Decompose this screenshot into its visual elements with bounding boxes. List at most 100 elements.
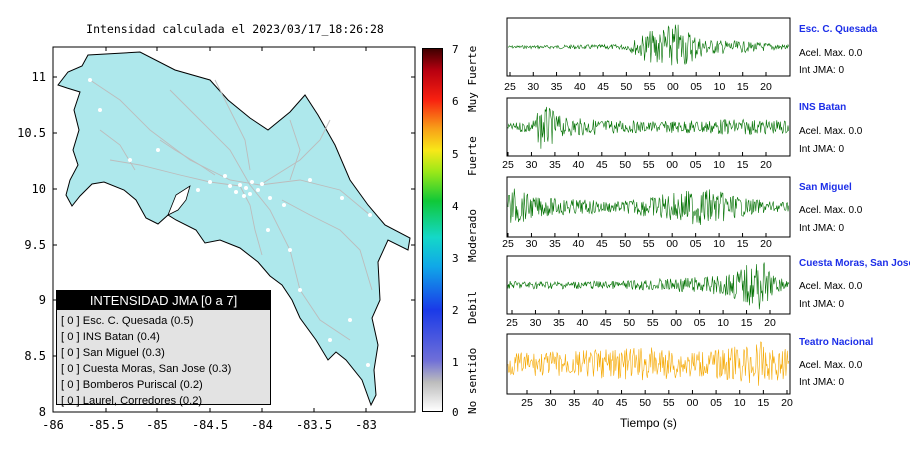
time-tick-label: 30 (526, 238, 538, 250)
map-xtick: -86 (42, 418, 64, 432)
time-tick-label: 50 (621, 81, 633, 93)
time-tick-label: 00 (666, 159, 678, 171)
colorbar-tick: 7 (452, 43, 459, 56)
station-name: INS Batan (799, 102, 847, 113)
time-tick-label: 10 (717, 317, 729, 329)
station-accel: Acel. Max. 0.0 (799, 126, 863, 137)
legend-row: [ 0 ] INS Batan (0.4) (61, 331, 160, 343)
time-tick-label: 10 (714, 81, 726, 93)
time-tick-label: 20 (764, 317, 776, 329)
time-tick-label: 30 (530, 317, 542, 329)
time-tick-label: 50 (619, 159, 631, 171)
colorbar-tick: 1 (452, 356, 459, 369)
time-tick-label: 00 (670, 317, 682, 329)
station-accel: Acel. Max. 0.0 (799, 48, 863, 59)
map-ytick: 9.5 (24, 238, 46, 252)
time-tick-label: 30 (526, 159, 538, 171)
time-tick-label: 25 (504, 81, 516, 93)
map-xtick: -85.5 (87, 418, 125, 432)
map-xtick: -84 (251, 418, 273, 432)
waveform-trace (507, 106, 789, 149)
time-tick-label: 10 (734, 397, 746, 409)
legend-row: [ 0 ] Esc. C. Quesada (0.5) (61, 315, 194, 327)
station-intensity: Int JMA: 0 (799, 377, 845, 388)
intensity-legend: INTENSIDAD JMA [0 a 7] [ 0 ] Esc. C. Que… (56, 290, 271, 407)
time-tick-label: 20 (781, 397, 793, 409)
station-dots (88, 78, 372, 367)
legend-row: [ 0 ] Cuesta Moras, San Jose (0.3) (61, 363, 232, 375)
time-tick-label: 35 (551, 81, 563, 93)
time-tick-label: 05 (710, 397, 722, 409)
map-xtick: -84.5 (191, 418, 229, 432)
map-ytick: 8 (38, 405, 46, 419)
station-intensity: Int JMA: 0 (799, 223, 845, 234)
waveform-trace (507, 188, 789, 226)
time-tick-label: 00 (666, 238, 678, 250)
waveform-frame (506, 176, 791, 238)
station-accel: Acel. Max. 0.0 (799, 205, 863, 216)
time-tick-label: 50 (619, 238, 631, 250)
time-tick-label: 10 (713, 238, 725, 250)
time-tick-label: 05 (690, 81, 702, 93)
time-tick-label: 40 (577, 317, 589, 329)
intensity-colorbar (422, 48, 443, 412)
map-xtick: -83.5 (295, 418, 333, 432)
time-tick-label: 15 (737, 81, 749, 93)
station-name: Teatro Nacional (799, 337, 874, 348)
time-tick-label: 45 (597, 81, 609, 93)
map-ytick: 10 (31, 182, 46, 196)
time-tick-label: 25 (502, 159, 514, 171)
time-tick-label: 55 (643, 238, 655, 250)
time-tick-label: 20 (760, 159, 772, 171)
time-axis-title: Tiempo (s) (620, 416, 677, 430)
station-intensity: Int JMA: 0 (799, 144, 845, 155)
map-xtick: -83 (355, 418, 377, 432)
station-intensity: Int JMA: 0 (799, 65, 845, 76)
time-tick-label: 45 (596, 159, 608, 171)
time-tick-label: 50 (623, 317, 635, 329)
time-tick-label: 35 (568, 397, 580, 409)
map-xtick: -85 (146, 418, 168, 432)
time-tick-label: 05 (690, 159, 702, 171)
map-ytick: 8.5 (24, 349, 46, 363)
time-tick-label: 40 (573, 238, 585, 250)
colorbar-tick: 0 (452, 406, 459, 419)
time-tick-label: 15 (737, 238, 749, 250)
map-ytick: 9 (38, 293, 46, 307)
map-ytick: 11 (31, 70, 46, 84)
time-tick-label: 20 (760, 238, 772, 250)
time-tick-label: 35 (553, 317, 565, 329)
time-tick-label: 45 (600, 317, 612, 329)
waveform-trace (507, 341, 789, 386)
station-name: San Miguel (799, 182, 852, 193)
colorbar-tick: 6 (452, 95, 459, 108)
time-tick-label: 10 (713, 159, 725, 171)
station-name: Cuesta Moras, San Jose (799, 258, 910, 269)
station-intensity: Int JMA: 0 (799, 299, 845, 310)
colorbar-tick: 2 (452, 304, 459, 317)
time-tick-label: 35 (549, 238, 561, 250)
time-tick-label: 25 (502, 238, 514, 250)
station-accel: Acel. Max. 0.0 (799, 281, 863, 292)
legend-row: [ 0 ] Laurel, Corredores (0.2) (61, 395, 203, 407)
time-tick-label: 55 (663, 397, 675, 409)
legend-title: INTENSIDAD JMA [0 a 7] (57, 291, 270, 310)
time-tick-label: 00 (667, 81, 679, 93)
costa-rica-landmass (57, 51, 411, 407)
time-tick-label: 05 (694, 317, 706, 329)
time-tick-label: 40 (573, 159, 585, 171)
station-name: Esc. C. Quesada (799, 24, 878, 35)
time-tick-label: 30 (545, 397, 557, 409)
time-tick-label: 55 (644, 81, 656, 93)
colorbar-tick: 3 (452, 252, 459, 265)
waveform-frame (506, 255, 791, 315)
time-tick-label: 15 (737, 159, 749, 171)
time-tick-label: 40 (592, 397, 604, 409)
map-title: Intensidad calculada el 2023/03/17_18:26… (86, 22, 384, 36)
time-tick-label: 25 (506, 317, 518, 329)
time-tick-label: 55 (643, 159, 655, 171)
time-tick-label: 55 (647, 317, 659, 329)
time-tick-label: 00 (687, 397, 699, 409)
time-tick-label: 30 (527, 81, 539, 93)
